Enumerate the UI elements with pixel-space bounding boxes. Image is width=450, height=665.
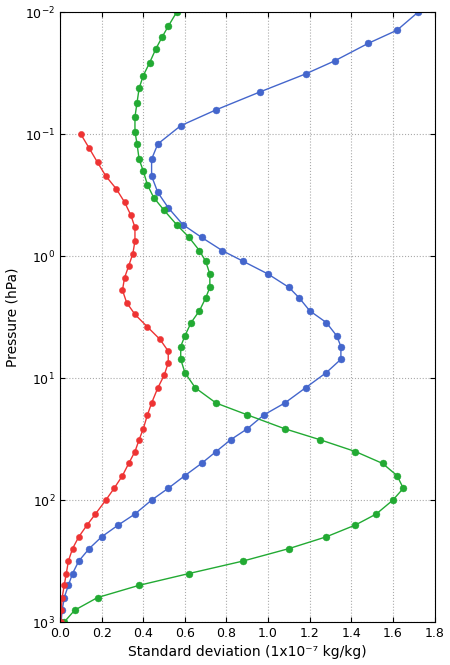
Y-axis label: Pressure (hPa): Pressure (hPa) [5,267,19,367]
X-axis label: Standard deviation (1x10⁻⁷ kg/kg): Standard deviation (1x10⁻⁷ kg/kg) [128,646,367,660]
